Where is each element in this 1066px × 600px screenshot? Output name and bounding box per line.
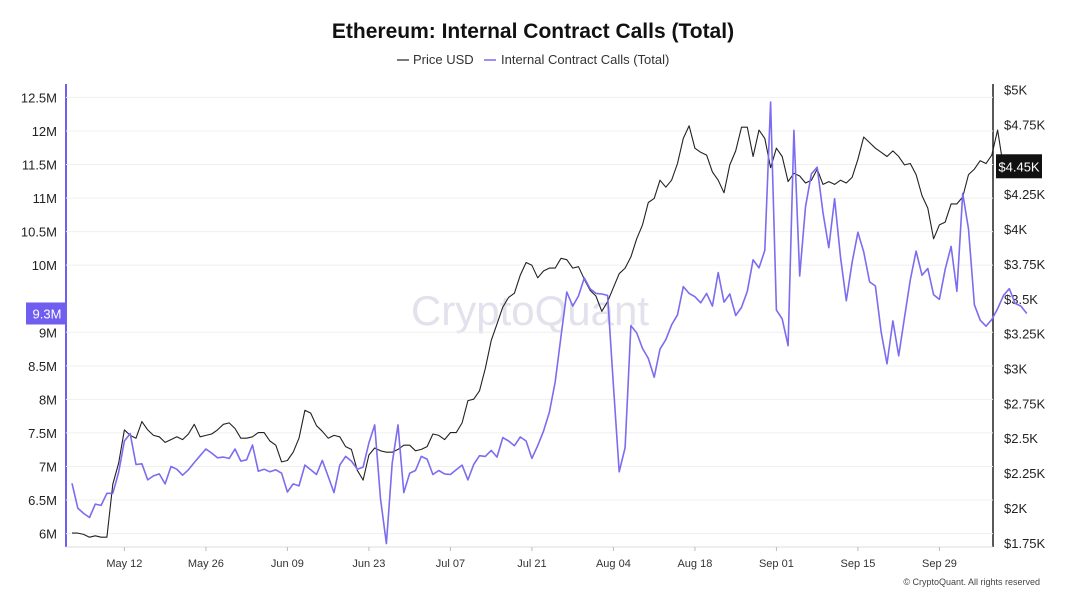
current-left-value: 9.3M [33, 306, 62, 321]
left-tick-label: 6M [39, 527, 57, 542]
left-tick-label: 6.5M [28, 493, 57, 508]
watermark: CryptoQuant [411, 287, 649, 334]
left-tick-label: 8M [39, 392, 57, 407]
x-tick-label: Sep 29 [922, 558, 957, 570]
right-tick-label: $2K [1004, 501, 1027, 516]
current-right-value: $4.45K [998, 159, 1040, 174]
left-axis-ticks: 6M 6.5M 7M 7.5M 8M 8.5M 9M 10M 10.5M 11M 11.5M 12M 1… [21, 90, 57, 541]
x-tick-label: Jun 09 [271, 558, 304, 570]
left-tick-label: 12.5M [21, 90, 57, 105]
legend-calls-label: Internal Contract Calls (Total) [501, 52, 669, 67]
x-axis-ticks: May 12 May 26 Jun 09 Jun 23 Jul 07 Jul 21 Aug … [106, 547, 957, 570]
left-tick-label: 8.5M [28, 359, 57, 374]
right-axis-ticks: $1.75K $2K $2.25K $2.5K $2.75K $3K $3.25K $3.5K… [1004, 83, 1046, 551]
right-tick-label: $5K [1004, 83, 1027, 98]
left-tick-label: 7M [39, 459, 57, 474]
legend: Price USD Internal Contract Calls (Total… [397, 52, 669, 67]
legend-price-label: Price USD [413, 52, 474, 67]
x-tick-label: Jun 23 [352, 558, 385, 570]
gridlines [66, 96, 993, 535]
x-tick-label: May 12 [106, 558, 142, 570]
left-tick-label: 10.5M [21, 225, 57, 240]
right-tick-label: $3.75K [1004, 257, 1046, 272]
right-tick-label: $3K [1004, 361, 1027, 376]
right-tick-label: $2.5K [1004, 431, 1038, 446]
x-tick-label: Jul 07 [436, 558, 465, 570]
right-tick-label: $4K [1004, 222, 1027, 237]
chart-title: Ethereum: Internal Contract Calls (Total… [332, 20, 734, 43]
current-left-badge-box [26, 302, 66, 325]
left-tick-label: 11M [33, 191, 57, 206]
current-left-badge: 9.3M [26, 302, 66, 325]
series-layer [71, 101, 1028, 545]
x-tick-label: Jul 21 [517, 558, 546, 570]
left-tick-label: 12M [32, 124, 57, 139]
right-tick-label: $3.25K [1004, 327, 1046, 342]
x-tick-label: Sep 01 [759, 558, 794, 570]
x-tick-label: May 26 [188, 558, 224, 570]
series-line-price-usd [72, 125, 1016, 538]
x-tick-label: Aug 04 [596, 558, 631, 570]
right-tick-label: $2.75K [1004, 396, 1046, 411]
right-tick-label: $4.25K [1004, 187, 1046, 202]
series-line-internal-contract-calls [71, 101, 1028, 545]
left-tick-label: 7.5M [28, 426, 57, 441]
copyright: © CryptoQuant. All rights reserved [903, 577, 1040, 587]
left-tick-label: 11.5M [22, 158, 57, 173]
x-tick-label: Aug 18 [677, 558, 712, 570]
right-tick-label: $3.5K [1004, 292, 1038, 307]
current-right-badge: $4.45K [996, 154, 1042, 179]
right-tick-label: $2.25K [1004, 466, 1046, 481]
left-tick-label: 10M [32, 258, 57, 273]
right-tick-label: $4.75K [1004, 117, 1046, 132]
current-right-badge-box [996, 154, 1042, 179]
right-tick-label: $1.75K [1004, 536, 1046, 551]
x-tick-label: Sep 15 [840, 558, 875, 570]
left-tick-label: 9M [39, 325, 57, 340]
